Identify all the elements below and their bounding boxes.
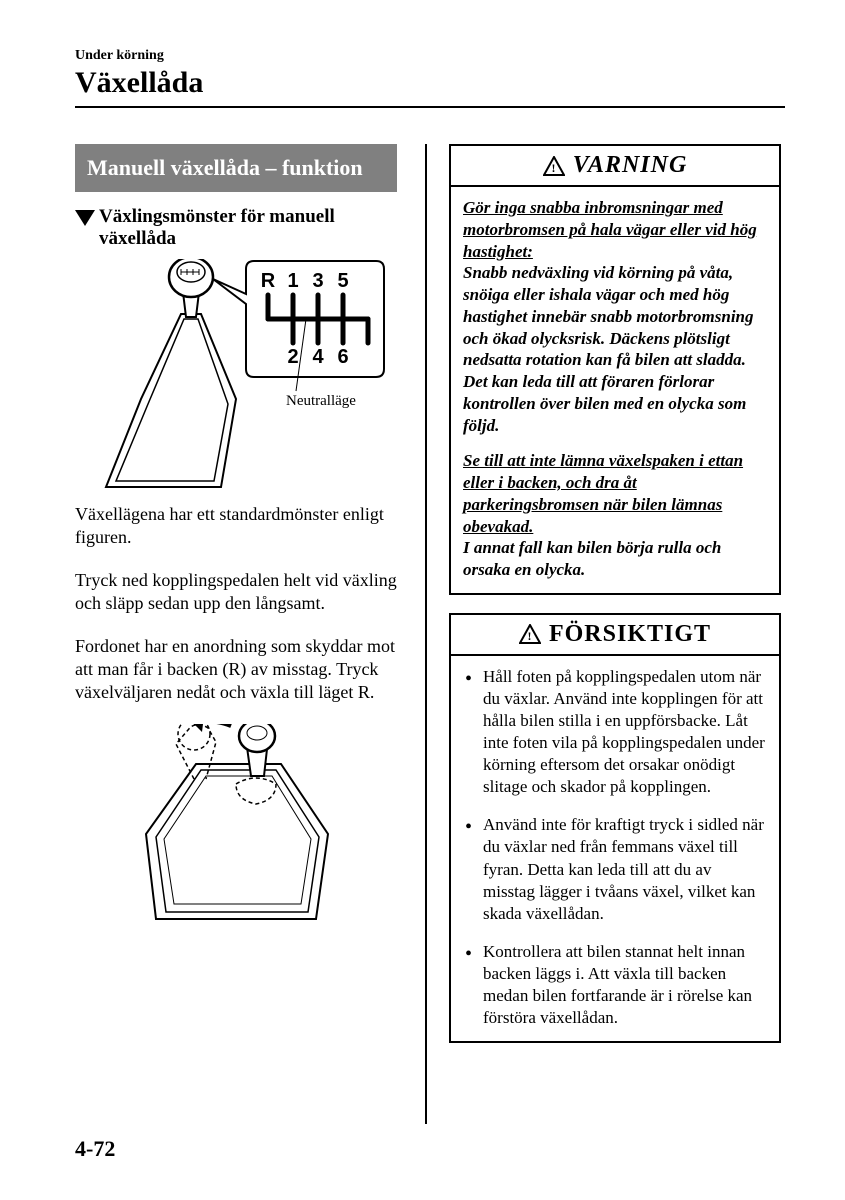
- svg-text:!: !: [527, 629, 532, 643]
- gear-shift-diagram-icon: R 1 3 5 2 4 6 Neutralläge: [86, 259, 386, 489]
- caution-box: ! FÖRSIKTIGT Håll foten på kopplingspeda…: [449, 613, 781, 1043]
- subsection-heading: Växlingsmönster för manuell växellåda: [75, 206, 397, 252]
- caution-list: Håll foten på kopplingspedalen utom när …: [463, 666, 767, 1029]
- warning-title-row: ! VARNING: [451, 146, 779, 185]
- warning-p1-rest: Snabb nedväxling vid körning på våta, sn…: [463, 263, 754, 434]
- warning-triangle-icon: !: [543, 156, 565, 176]
- caution-body: Håll foten på kopplingspedalen utom när …: [451, 654, 779, 1041]
- warning-body: Gör inga snabba inbromsningar med motorb…: [451, 185, 779, 593]
- paragraph-3: Fordonet har en anordning som skyddar mo…: [75, 635, 397, 704]
- paragraph-2: Tryck ned kopplingspedalen helt vid växl…: [75, 569, 397, 615]
- page-title: Växellåda: [75, 66, 785, 108]
- svg-text:R: R: [261, 270, 276, 292]
- left-column: Manuell växellåda – funktion Växlingsmön…: [75, 144, 415, 1124]
- svg-text:5: 5: [337, 270, 348, 292]
- svg-text:1: 1: [287, 270, 298, 292]
- paragraph-1: Växellägena har ett standardmönster enli…: [75, 503, 397, 549]
- warning-para-1: Gör inga snabba inbromsningar med motorb…: [463, 197, 767, 436]
- triangle-down-icon: [75, 210, 95, 226]
- svg-text:Neutralläge: Neutralläge: [286, 393, 356, 409]
- warning-para-2: Se till att inte lämna växelspaken i ett…: [463, 450, 767, 581]
- caution-item: Håll foten på kopplingspedalen utom när …: [463, 666, 767, 799]
- warning-p2-underline: Se till att inte lämna växelspaken i ett…: [463, 451, 743, 535]
- svg-text:6: 6: [337, 346, 348, 368]
- content-columns: Manuell växellåda – funktion Växlingsmön…: [75, 144, 785, 1124]
- caution-item: Använd inte för kraftigt tryck i sidled …: [463, 814, 767, 924]
- page-header: Under körning Växellåda: [75, 48, 785, 108]
- svg-text:4: 4: [312, 346, 324, 368]
- warning-p2-rest: I annat fall kan bilen börja rulla och o…: [463, 538, 721, 579]
- caution-title-row: ! FÖRSIKTIGT: [451, 615, 779, 654]
- warning-box: ! VARNING Gör inga snabba inbromsningar …: [449, 144, 781, 595]
- shift-pattern-figure: R 1 3 5 2 4 6 Neutralläge: [75, 259, 397, 489]
- reverse-shift-diagram-icon: [116, 724, 356, 924]
- subsection-title: Växlingsmönster för manuell växellåda: [99, 206, 397, 252]
- caution-title-text: FÖRSIKTIGT: [549, 621, 711, 648]
- svg-text:2: 2: [287, 346, 298, 368]
- section-heading: Manuell växellåda – funktion: [75, 144, 397, 192]
- caution-item: Kontrollera att bilen stannat helt innan…: [463, 941, 767, 1029]
- page-number: 4-72: [75, 1136, 115, 1162]
- caution-triangle-icon: !: [519, 624, 541, 644]
- chapter-label: Under körning: [75, 48, 785, 64]
- svg-text:3: 3: [312, 270, 323, 292]
- warning-title-text: VARNING: [573, 152, 688, 179]
- reverse-shift-figure: [75, 724, 397, 924]
- warning-p1-underline: Gör inga snabba inbromsningar med motorb…: [463, 198, 757, 261]
- column-divider: [425, 144, 427, 1124]
- right-column: ! VARNING Gör inga snabba inbromsningar …: [431, 144, 781, 1124]
- svg-text:!: !: [551, 161, 556, 175]
